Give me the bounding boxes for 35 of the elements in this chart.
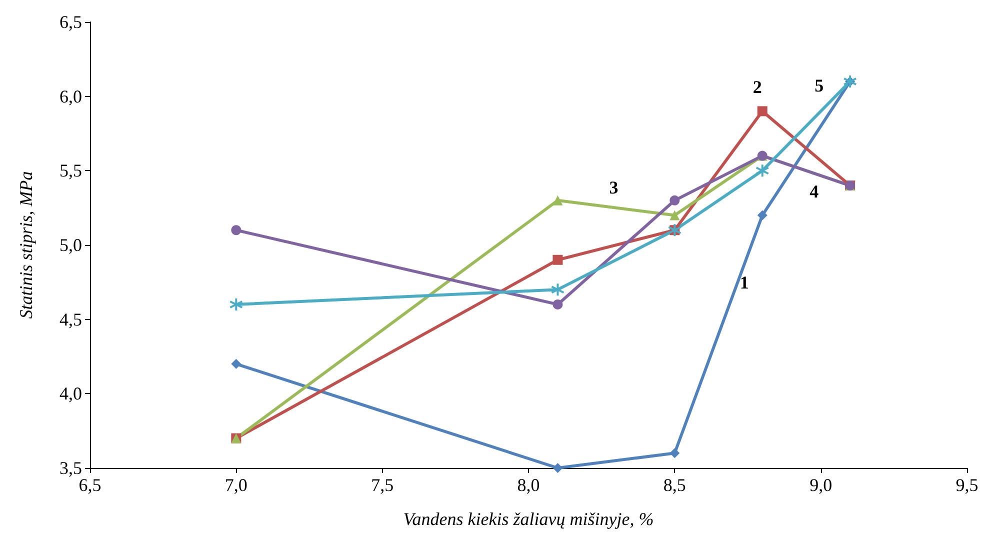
point xyxy=(670,210,680,220)
point xyxy=(755,164,770,178)
series-label: 1 xyxy=(740,272,749,292)
point xyxy=(757,106,768,116)
point xyxy=(552,195,563,206)
point xyxy=(757,210,768,220)
series-label: 3 xyxy=(609,177,618,198)
x-tick-label: 8,5 xyxy=(663,475,686,495)
y-tick-label: 5,0 xyxy=(60,235,82,255)
x-tick-label: 9,0 xyxy=(810,475,832,495)
point xyxy=(670,448,680,458)
series-label: 4 xyxy=(810,182,819,202)
point xyxy=(552,463,563,473)
point xyxy=(552,254,563,265)
x-tick-label: 7,0 xyxy=(224,475,248,495)
point xyxy=(231,225,242,236)
x-axis-title: Vandens kiekis žaliavų mišinyje, % xyxy=(403,509,654,529)
point xyxy=(229,297,244,312)
y-axis-title: Statinis stipris, MPa xyxy=(16,171,36,319)
y-tick-label: 5,5 xyxy=(60,160,82,181)
point xyxy=(550,282,565,297)
y-tick-label: 3,5 xyxy=(60,458,82,478)
y-tick-label: 4,0 xyxy=(60,384,82,404)
y-tick-label: 6,0 xyxy=(60,86,82,106)
point xyxy=(231,358,242,369)
x-tick-label: 9,5 xyxy=(956,475,978,495)
point xyxy=(670,195,680,206)
series-label: 5 xyxy=(814,75,824,96)
series-label: 2 xyxy=(752,77,762,98)
point xyxy=(552,299,563,310)
y-tick-label: 6,5 xyxy=(60,12,82,32)
y-tick-label: 4,5 xyxy=(60,309,82,330)
x-tick-label: 6,5 xyxy=(78,475,102,495)
x-tick-label: 8,0 xyxy=(517,475,540,495)
x-tick-label: 7,5 xyxy=(371,475,394,495)
